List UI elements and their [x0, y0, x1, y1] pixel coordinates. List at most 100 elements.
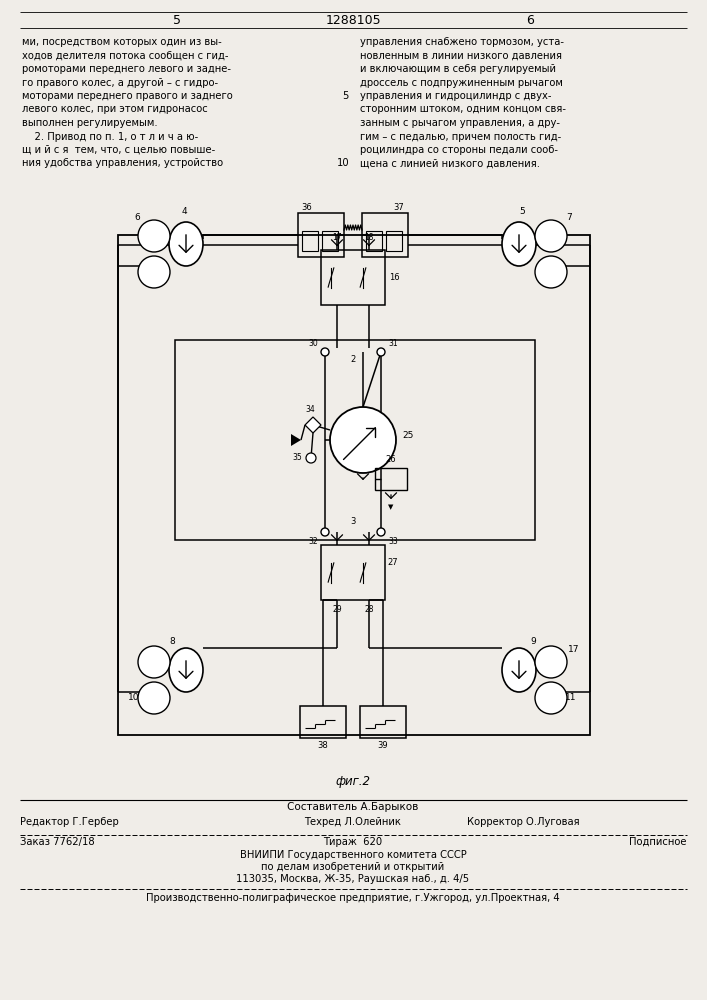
Text: моторами переднего правого и заднего: моторами переднего правого и заднего — [22, 91, 233, 101]
Text: ВНИИПИ Государственного комитета СССР: ВНИИПИ Государственного комитета СССР — [240, 850, 467, 860]
Text: 31: 31 — [388, 340, 398, 349]
Text: 27: 27 — [387, 558, 398, 567]
Text: 11: 11 — [566, 694, 577, 702]
Text: 8: 8 — [169, 638, 175, 647]
Circle shape — [306, 453, 316, 463]
Text: ▼: ▼ — [388, 504, 394, 510]
Text: Заказ 7762/18: Заказ 7762/18 — [20, 837, 95, 847]
Bar — [321, 250, 385, 305]
Text: 17: 17 — [332, 233, 341, 242]
Text: дроссель с подпружиненным рычагом: дроссель с подпружиненным рычагом — [360, 78, 563, 88]
Text: 18: 18 — [364, 233, 374, 242]
Text: управления и гидроцилиндр с двух-: управления и гидроцилиндр с двух- — [360, 91, 551, 101]
Circle shape — [377, 528, 385, 536]
Text: 30: 30 — [308, 340, 318, 349]
Text: новленным в линии низкого давления: новленным в линии низкого давления — [360, 50, 562, 60]
Circle shape — [138, 256, 170, 288]
Text: 33: 33 — [388, 538, 398, 546]
Ellipse shape — [502, 648, 536, 692]
Bar — [118, 235, 590, 735]
Text: 2: 2 — [351, 356, 356, 364]
Text: 5: 5 — [519, 208, 525, 217]
Text: 113035, Москва, Ж-35, Раушская наб., д. 4/5: 113035, Москва, Ж-35, Раушская наб., д. … — [236, 874, 469, 884]
Text: 6: 6 — [134, 213, 140, 222]
Text: ми, посредством которых один из вы-: ми, посредством которых один из вы- — [22, 37, 222, 47]
Bar — [300, 706, 346, 738]
Text: ния удобства управления, устройство: ния удобства управления, устройство — [22, 158, 223, 168]
Text: 29: 29 — [332, 605, 341, 614]
Bar — [298, 213, 344, 257]
Bar — [386, 231, 402, 251]
Text: Техред Л.Олейник: Техред Л.Олейник — [305, 817, 402, 827]
Text: 2. Привод по п. 1, о т л и ч а ю-: 2. Привод по п. 1, о т л и ч а ю- — [22, 131, 198, 141]
Text: выполнен регулируемым.: выполнен регулируемым. — [22, 118, 158, 128]
Text: 1288105: 1288105 — [325, 14, 381, 27]
Circle shape — [330, 407, 396, 473]
Text: щена с линией низкого давления.: щена с линией низкого давления. — [360, 158, 540, 168]
Text: 10: 10 — [337, 158, 349, 168]
Bar — [321, 545, 385, 600]
Bar — [375, 468, 407, 490]
Text: 5: 5 — [173, 14, 181, 27]
Text: Производственно-полиграфическое предприятие, г.Ужгород, ул.Проектная, 4: Производственно-полиграфическое предприя… — [146, 893, 560, 903]
Bar — [322, 231, 338, 251]
Text: 35: 35 — [292, 454, 302, 462]
Text: 25: 25 — [402, 430, 414, 440]
Circle shape — [138, 682, 170, 714]
Text: 7: 7 — [566, 213, 572, 222]
Circle shape — [138, 646, 170, 678]
Text: Подписное: Подписное — [629, 837, 687, 847]
Text: 34: 34 — [305, 404, 315, 414]
Text: 37: 37 — [394, 204, 404, 213]
Text: Тираж  620: Тираж 620 — [323, 837, 382, 847]
Text: сторонним штоком, одним концом свя-: сторонним штоком, одним концом свя- — [360, 104, 566, 114]
Circle shape — [377, 348, 385, 356]
Text: гим – с педалью, причем полость гид-: гим – с педалью, причем полость гид- — [360, 131, 561, 141]
Text: Корректор О.Луговая: Корректор О.Луговая — [467, 817, 580, 827]
Text: фиг.2: фиг.2 — [336, 776, 370, 788]
Bar — [302, 231, 318, 251]
Text: 17: 17 — [568, 646, 580, 654]
Text: 9: 9 — [530, 638, 536, 647]
Circle shape — [535, 646, 567, 678]
Text: 5: 5 — [343, 91, 349, 101]
Text: и включающим в себя регулируемый: и включающим в себя регулируемый — [360, 64, 556, 74]
Circle shape — [535, 682, 567, 714]
Bar — [362, 213, 408, 257]
Text: 10: 10 — [128, 694, 140, 702]
Circle shape — [321, 528, 329, 536]
Ellipse shape — [169, 648, 203, 692]
Text: 38: 38 — [317, 742, 328, 750]
Text: 36: 36 — [302, 204, 312, 213]
Text: 32: 32 — [308, 538, 318, 546]
Polygon shape — [305, 417, 321, 433]
Text: 16: 16 — [389, 273, 399, 282]
Circle shape — [321, 348, 329, 356]
Text: го правого колес, а другой – с гидро-: го правого колес, а другой – с гидро- — [22, 78, 218, 88]
Text: 26: 26 — [386, 456, 397, 464]
Polygon shape — [291, 434, 301, 446]
Text: 39: 39 — [378, 742, 388, 750]
Text: 28: 28 — [364, 605, 374, 614]
Text: роцилиндра со стороны педали сооб-: роцилиндра со стороны педали сооб- — [360, 145, 558, 155]
Text: занным с рычагом управления, а дру-: занным с рычагом управления, а дру- — [360, 118, 560, 128]
Text: управления снабжено тормозом, уста-: управления снабжено тормозом, уста- — [360, 37, 564, 47]
Bar — [366, 231, 382, 251]
Circle shape — [535, 220, 567, 252]
Text: ромоторами переднего левого и задне-: ромоторами переднего левого и задне- — [22, 64, 231, 74]
Text: 6: 6 — [526, 14, 534, 27]
Ellipse shape — [502, 222, 536, 266]
Bar — [360, 706, 406, 738]
Bar — [175, 340, 535, 540]
Circle shape — [535, 256, 567, 288]
Text: Составитель А.Барыков: Составитель А.Барыков — [287, 802, 419, 812]
Text: 4: 4 — [181, 208, 187, 217]
Ellipse shape — [169, 222, 203, 266]
Text: щ и й с я  тем, что, с целью повыше-: щ и й с я тем, что, с целью повыше- — [22, 145, 215, 155]
Text: 3: 3 — [350, 518, 356, 526]
Text: Редактор Г.Гербер: Редактор Г.Гербер — [20, 817, 119, 827]
Text: по делам изобретений и открытий: по делам изобретений и открытий — [262, 862, 445, 872]
Circle shape — [138, 220, 170, 252]
Text: левого колес, при этом гидронасос: левого колес, при этом гидронасос — [22, 104, 208, 114]
Text: ходов делителя потока сообщен с гид-: ходов делителя потока сообщен с гид- — [22, 50, 228, 60]
